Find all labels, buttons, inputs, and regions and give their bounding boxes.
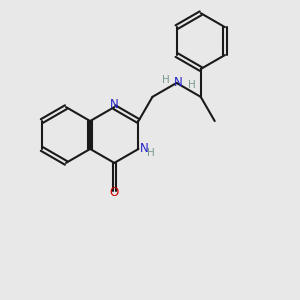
Text: N: N [110, 98, 119, 111]
Text: H: H [147, 148, 155, 158]
Text: N: N [174, 76, 182, 89]
Text: H: H [162, 75, 170, 85]
Text: N: N [140, 142, 149, 155]
Text: O: O [110, 186, 119, 199]
Text: H: H [188, 80, 196, 90]
